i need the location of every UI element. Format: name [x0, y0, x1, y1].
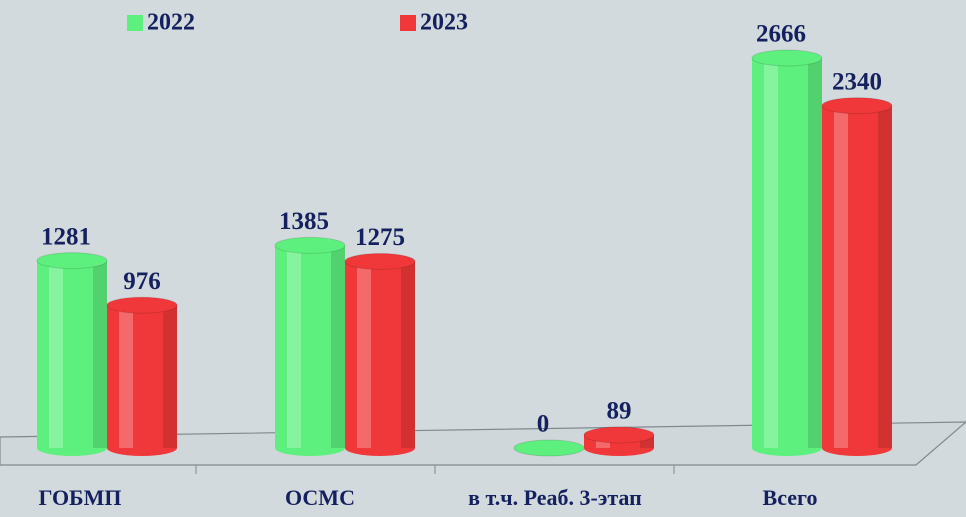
cylinder-shade — [163, 305, 177, 448]
legend-label: 2023 — [420, 10, 468, 36]
data-label: 2666 — [756, 21, 806, 48]
data-label: 1281 — [41, 223, 91, 250]
cylinder-top — [821, 97, 893, 115]
cylinder — [107, 305, 177, 456]
cylinder-highlight — [119, 305, 133, 448]
data-label: 2340 — [832, 68, 882, 95]
cylinder-top — [513, 439, 585, 457]
cylinder — [345, 261, 415, 456]
x-tick-label: в т.ч. Реаб. 3-этап — [468, 485, 642, 510]
x-tick-label: Всего — [763, 485, 818, 510]
cylinder-highlight — [357, 261, 371, 448]
cylinder-top — [106, 296, 178, 314]
cylinder-top — [36, 252, 108, 270]
data-label: 89 — [607, 398, 632, 425]
x-tick-label: ОСМС — [285, 485, 355, 510]
cylinder-shade — [93, 260, 107, 448]
cylinder — [37, 260, 107, 456]
cylinder-highlight — [764, 58, 778, 448]
floor — [0, 421, 966, 466]
cylinder-highlight — [49, 260, 63, 448]
cylinder-top — [751, 49, 823, 67]
cylinder-shade — [808, 58, 822, 448]
data-label: 0 — [537, 411, 550, 438]
cylinder-top — [583, 426, 655, 444]
data-label: 1385 — [279, 208, 329, 235]
cylinder — [822, 105, 892, 456]
cylinder — [752, 58, 822, 456]
x-tick-label: ГОБМП — [39, 485, 122, 510]
cylinder-highlight — [287, 245, 301, 448]
data-label: 976 — [123, 268, 161, 295]
legend-swatch — [400, 15, 416, 31]
data-label: 1275 — [355, 224, 405, 251]
cylinder — [275, 245, 345, 456]
cylinder-shade — [401, 261, 415, 448]
cylinder-top — [344, 252, 416, 270]
cylinder-shade — [331, 245, 345, 448]
cylinder-shade — [878, 105, 892, 448]
cylinder-highlight — [834, 105, 848, 448]
legend-label: 2022 — [147, 10, 195, 36]
legend-swatch — [127, 15, 143, 31]
cylinder-top — [274, 236, 346, 254]
